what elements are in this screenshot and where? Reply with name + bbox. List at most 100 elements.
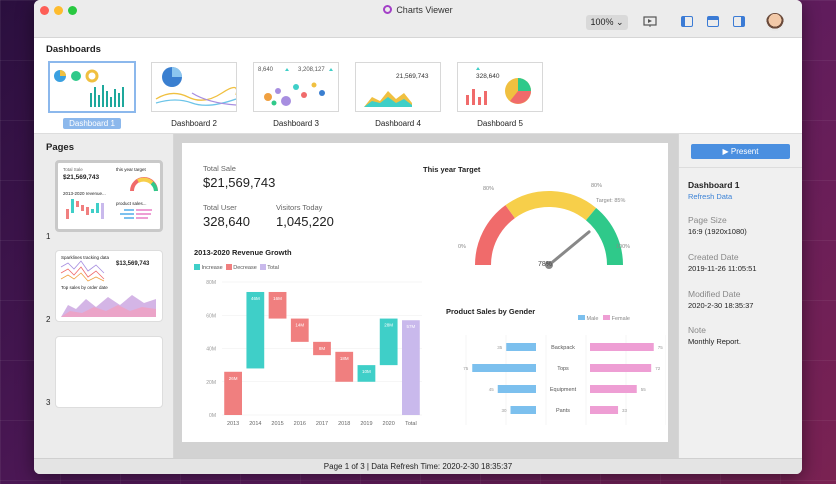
revenue-bar-label: 14M [295,323,304,328]
dashboard-label-4[interactable]: Dashboard 4 [375,119,421,128]
total-user-label: Total User [203,203,237,212]
page-thumb-2[interactable]: Sparklines tracking data $13,569,743 Top… [55,250,163,322]
dashboard-label-5[interactable]: Dashboard 5 [477,119,523,128]
created-date-label: Created Date [688,252,739,262]
page-thumb-3[interactable] [55,336,163,408]
revenue-bar [335,351,354,382]
dashboards-strip: Dashboards Dashboard 1 Dashboard 2 8,640… [34,38,802,134]
total-user-value: 328,640 [203,214,250,229]
dashboard-name: Dashboard 1 [688,180,740,190]
dashboard-5-kpi: 328,640 [476,73,500,80]
dashboard-label-2[interactable]: Dashboard 2 [171,119,217,128]
gauge-value-label: 78% [538,261,553,268]
page-1-revenue-label: 2013-2020 revenue... [63,191,106,196]
total-sale-value: $21,569,743 [203,175,276,190]
legend-male: Male [586,316,599,322]
status-bar: Page 1 of 3 | Data Refresh Time: 2020-2-… [34,458,802,474]
revenue-bar-label: 10M [362,369,371,374]
page-1-target-label: this year target [116,167,146,172]
page-2-title: Sparklines tracking data [61,255,110,260]
app-title-text: Charts Viewer [396,5,453,15]
revenue-bar-label: 8M [319,346,326,351]
revenue-x-tick: 2014 [249,421,261,427]
dashboard-thumb-5[interactable]: 328,640 [457,62,543,112]
revenue-y-tick: 40M [206,347,216,353]
dashboard-4-preview [364,91,412,107]
refresh-data-link[interactable]: Refresh Data [688,192,733,201]
dashboard-thumb-4[interactable]: 21,569,743 [355,62,441,112]
page-thumb-1[interactable]: Total Sale $21,569,743 this year target … [55,160,163,232]
page-number-2: 2 [46,315,51,324]
gender-female-value: 75 [658,345,664,350]
gender-category-label: Equipment [550,387,577,393]
legend-total: Total [267,265,279,271]
gender-male-bar [510,406,536,414]
present-label: Present [730,147,759,156]
app-title: Charts Viewer [34,5,802,15]
top-panel-toggle-icon[interactable] [707,16,719,27]
dashboard-label-1[interactable]: Dashboard 1 [49,118,135,129]
modified-date-value: 2020-2-30 18:35:37 [688,301,754,310]
gauge-title: This year Target [423,165,481,174]
legend-total-swatch [259,264,266,270]
pages-heading: Pages [46,142,74,153]
user-avatar[interactable] [766,13,784,31]
legend-decrease-swatch [225,264,232,270]
page-1-product-label: product sales... [116,201,147,206]
revenue-y-tick: 80M [206,280,216,286]
dashboard-thumb-3[interactable]: 8,640 3,208,127 [253,62,339,112]
zoom-dropdown[interactable]: 100% ⌄ [586,15,628,30]
gauge-red-segment [475,205,516,266]
minimize-window-button[interactable] [54,6,63,15]
dashboard-3-kpi-b: 3,208,127 [298,67,325,73]
gender-male-bar [497,385,536,393]
revenue-bar [379,318,398,366]
legend-increase-swatch [194,264,200,270]
revenue-y-tick: 20M [206,380,216,386]
maximize-window-button[interactable] [68,6,77,15]
revenue-bar [313,341,331,356]
gauge-label-100: 100% [616,244,631,250]
chevron-down-icon: ⌄ [616,17,624,27]
legend-male-swatch [578,315,585,320]
gender-chart-title: Product Sales by Gender [446,307,536,316]
modified-date-label: Modified Date [688,289,741,299]
revenue-chart-title: 2013-2020 Revenue Growth [194,248,292,257]
present-monitor-icon[interactable] [643,16,657,28]
dashboard-label-1-text: Dashboard 1 [63,118,121,129]
app-window: Charts Viewer 100% ⌄ Dashboards Dashboar… [34,0,802,474]
total-sale-label: Total Sale [203,164,236,173]
page-1-total-sale: $21,569,743 [63,174,100,181]
gauge-label-80-right: 80% [591,183,603,189]
revenue-bar [246,291,265,369]
gender-female-bar [590,364,652,372]
dashboard-label-3[interactable]: Dashboard 3 [273,119,319,128]
left-panel-toggle-icon[interactable] [681,16,693,27]
slide-canvas: Total Sale $21,569,743 Total User 328,64… [174,134,678,458]
revenue-bar [268,291,287,319]
page-number-1: 1 [46,232,51,241]
dashboard-4-kpi: 21,569,743 [396,73,429,80]
app-logo-icon [383,5,393,14]
revenue-waterfall-chart: 0M 20M 40M 60M 80M 26M 2013 46M 2014 16M 2015 14M 20… [206,280,422,427]
play-icon: ▶ [722,147,729,156]
revenue-bar-label: 26M [229,376,238,381]
gender-female-value: 72 [655,366,661,371]
revenue-bar [357,365,376,382]
close-window-button[interactable] [40,6,49,15]
page-size-value: 16:9 (1920x1080) [688,227,747,236]
visitors-today-value: 1,045,220 [276,214,334,229]
legend-increase: Increase [201,265,223,271]
gender-male-value: 75 [463,366,469,371]
gender-female-bar [590,343,654,351]
created-date-value: 2019-11-26 11:05:51 [688,264,757,273]
gender-legend: Male Female [578,315,630,322]
page-size-label: Page Size [688,215,727,225]
right-panel-toggle-icon[interactable] [733,16,745,27]
revenue-x-tick: 2018 [338,421,350,427]
revenue-x-tick: 2016 [294,421,306,427]
page-1-preview [66,177,158,219]
present-button[interactable]: ▶ Present [691,144,790,159]
dashboard-thumb-1[interactable] [48,61,136,113]
dashboard-thumb-2[interactable] [151,62,238,112]
